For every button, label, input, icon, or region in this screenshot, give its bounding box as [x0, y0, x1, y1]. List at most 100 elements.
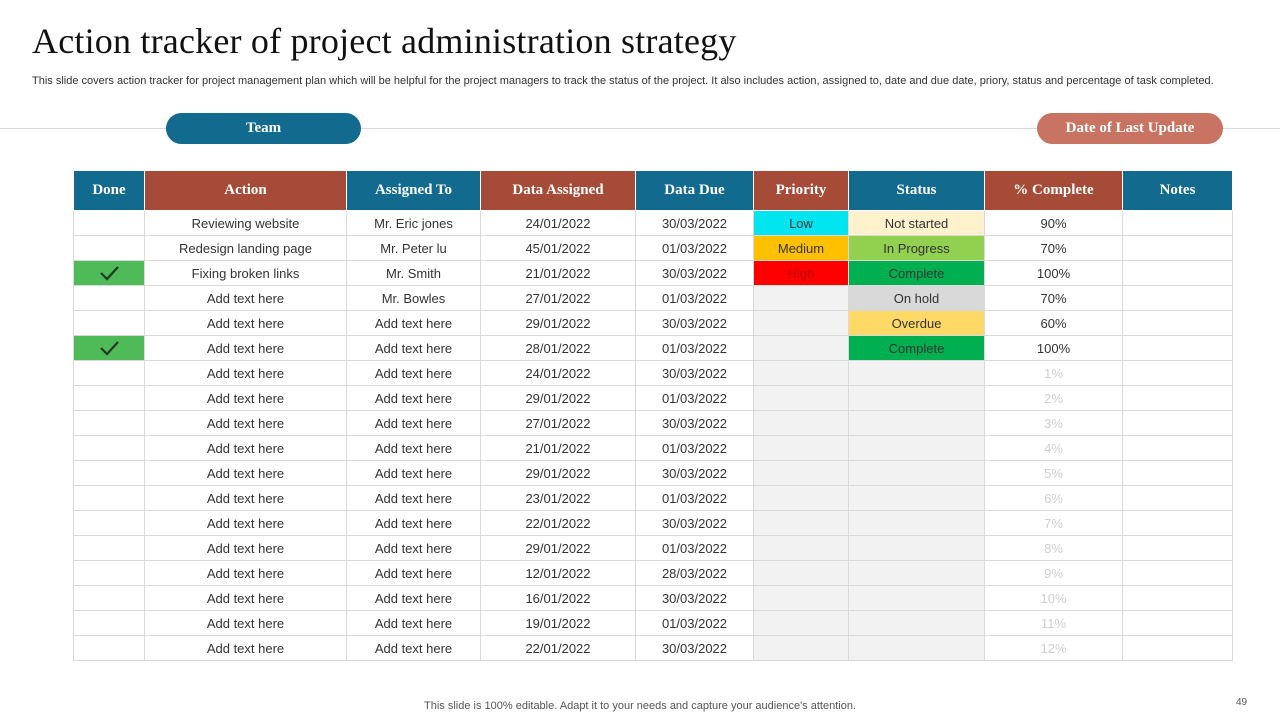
- notes-cell[interactable]: [1122, 560, 1233, 586]
- assigned-to-cell: Add text here: [346, 560, 481, 586]
- notes-cell[interactable]: [1122, 410, 1233, 436]
- done-cell[interactable]: [73, 335, 145, 361]
- header-priority: Priority: [753, 170, 849, 211]
- assigned-to-cell: Add text here: [346, 435, 481, 461]
- assigned-to-cell: Add text here: [346, 535, 481, 561]
- date-due-cell: 01/03/2022: [635, 285, 754, 311]
- notes-cell[interactable]: [1122, 435, 1233, 461]
- status-cell: [848, 535, 985, 561]
- notes-cell[interactable]: [1122, 310, 1233, 336]
- assigned-to-cell: Add text here: [346, 385, 481, 411]
- status-cell: [848, 360, 985, 386]
- table-row: Add text here Add text here 24/01/2022 30/0…: [73, 360, 1233, 386]
- action-cell: Add text here: [144, 535, 347, 561]
- priority-cell: [753, 385, 849, 411]
- status-cell: [848, 410, 985, 436]
- done-cell[interactable]: [73, 460, 145, 486]
- notes-cell[interactable]: [1122, 585, 1233, 611]
- notes-cell[interactable]: [1122, 510, 1233, 536]
- percent-complete-cell: 6%: [984, 485, 1123, 511]
- date-assigned-cell: 29/01/2022: [480, 535, 636, 561]
- notes-cell[interactable]: [1122, 635, 1233, 661]
- status-cell: [848, 610, 985, 636]
- status-cell: [848, 635, 985, 661]
- table-row: Add text here Add text here 29/01/2022 01/0…: [73, 535, 1233, 561]
- date-assigned-cell: 29/01/2022: [480, 310, 636, 336]
- action-cell: Reviewing website: [144, 210, 347, 236]
- percent-complete-cell: 9%: [984, 560, 1123, 586]
- notes-cell[interactable]: [1122, 235, 1233, 261]
- action-cell: Redesign landing page: [144, 235, 347, 261]
- done-cell[interactable]: [73, 485, 145, 511]
- notes-cell[interactable]: [1122, 285, 1233, 311]
- done-cell[interactable]: [73, 360, 145, 386]
- date-assigned-cell: 27/01/2022: [480, 410, 636, 436]
- date-assigned-cell: 29/01/2022: [480, 460, 636, 486]
- priority-cell: [753, 635, 849, 661]
- notes-cell[interactable]: [1122, 335, 1233, 361]
- notes-cell[interactable]: [1122, 385, 1233, 411]
- done-cell[interactable]: [73, 535, 145, 561]
- date-due-cell: 01/03/2022: [635, 535, 754, 561]
- percent-complete-cell: 70%: [984, 235, 1123, 261]
- done-cell[interactable]: [73, 635, 145, 661]
- table-row: Add text here Add text here 29/01/2022 30/0…: [73, 310, 1233, 336]
- done-cell[interactable]: [73, 260, 145, 286]
- table-row: Add text here Mr. Bowles 27/01/2022 01/03/2…: [73, 285, 1233, 311]
- date-due-cell: 30/03/2022: [635, 635, 754, 661]
- done-cell[interactable]: [73, 285, 145, 311]
- assigned-to-cell: Mr. Peter lu: [346, 235, 481, 261]
- action-cell: Add text here: [144, 410, 347, 436]
- team-pill[interactable]: Team: [166, 113, 361, 144]
- notes-cell[interactable]: [1122, 610, 1233, 636]
- date-assigned-cell: 19/01/2022: [480, 610, 636, 636]
- date-assigned-cell: 12/01/2022: [480, 560, 636, 586]
- date-of-last-update-pill[interactable]: Date of Last Update: [1037, 113, 1223, 144]
- notes-cell[interactable]: [1122, 485, 1233, 511]
- notes-cell[interactable]: [1122, 535, 1233, 561]
- table-row: Add text here Add text here 29/01/2022 30/0…: [73, 460, 1233, 486]
- assigned-to-cell: Add text here: [346, 585, 481, 611]
- percent-complete-cell: 5%: [984, 460, 1123, 486]
- done-cell[interactable]: [73, 410, 145, 436]
- done-cell[interactable]: [73, 435, 145, 461]
- percent-complete-cell: 10%: [984, 585, 1123, 611]
- date-assigned-cell: 22/01/2022: [480, 635, 636, 661]
- percent-complete-cell: 11%: [984, 610, 1123, 636]
- notes-cell[interactable]: [1122, 460, 1233, 486]
- date-due-cell: 01/03/2022: [635, 610, 754, 636]
- notes-cell[interactable]: [1122, 260, 1233, 286]
- header-date-due: Data Due: [635, 170, 754, 211]
- table-row: Add text here Add text here 21/01/2022 01/0…: [73, 435, 1233, 461]
- done-cell[interactable]: [73, 385, 145, 411]
- table-row: Add text here Add text here 23/01/2022 01/0…: [73, 485, 1233, 511]
- percent-complete-cell: 60%: [984, 310, 1123, 336]
- notes-cell[interactable]: [1122, 360, 1233, 386]
- date-assigned-cell: 16/01/2022: [480, 585, 636, 611]
- assigned-to-cell: Mr. Bowles: [346, 285, 481, 311]
- priority-cell: [753, 310, 849, 336]
- date-due-cell: 28/03/2022: [635, 560, 754, 586]
- table-row: Add text here Add text here 29/01/2022 01/0…: [73, 385, 1233, 411]
- done-cell[interactable]: [73, 510, 145, 536]
- percent-complete-cell: 1%: [984, 360, 1123, 386]
- assigned-to-cell: Add text here: [346, 410, 481, 436]
- done-cell[interactable]: [73, 585, 145, 611]
- divider-line: [0, 128, 1280, 129]
- percent-complete-cell: 7%: [984, 510, 1123, 536]
- status-cell: On hold: [848, 285, 985, 311]
- done-cell[interactable]: [73, 610, 145, 636]
- status-cell: Complete: [848, 260, 985, 286]
- done-cell[interactable]: [73, 210, 145, 236]
- notes-cell[interactable]: [1122, 210, 1233, 236]
- done-cell[interactable]: [73, 235, 145, 261]
- assigned-to-cell: Mr. Eric jones: [346, 210, 481, 236]
- done-cell[interactable]: [73, 560, 145, 586]
- done-cell[interactable]: [73, 310, 145, 336]
- priority-cell: [753, 485, 849, 511]
- action-cell: Add text here: [144, 460, 347, 486]
- status-cell: [848, 385, 985, 411]
- percent-complete-cell: 12%: [984, 635, 1123, 661]
- percent-complete-cell: 3%: [984, 410, 1123, 436]
- date-due-cell: 30/03/2022: [635, 310, 754, 336]
